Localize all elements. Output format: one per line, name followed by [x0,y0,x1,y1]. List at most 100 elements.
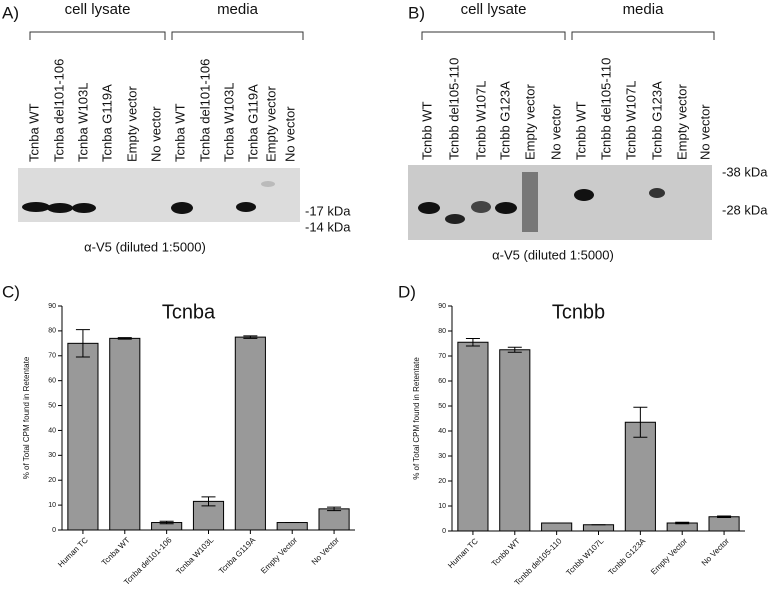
chart-title: Tcnbb [552,301,605,323]
y-tick-label: 0 [52,527,56,534]
band [471,201,491,213]
blot-b [408,165,712,240]
bar [582,524,615,532]
error-bar [159,520,174,525]
bar [318,508,350,531]
lane-label: Tcnbb W107L [473,81,488,161]
x-tick-label: Tcnbb WT [490,536,522,568]
lane-label: Tcnba del101-106 [197,59,212,162]
error-bar [465,338,480,347]
bar [109,337,141,531]
y-tick-label: 90 [438,303,446,310]
lane-label: Tcnbb del105-110 [446,58,461,160]
y-axis-label: % of Total CPM found in Retentate [22,356,31,479]
lane-label: Tcnbb WT [419,101,434,160]
group-label: media [217,1,259,18]
chart-title: Tcnba [162,301,216,323]
bar [67,342,99,531]
bracket [29,31,166,40]
bar [276,522,308,531]
error-bar [243,335,258,339]
marker-label: -28 kDa [722,202,768,217]
y-tick-label: 10 [438,503,446,510]
lane-label: Empty vector [522,83,537,160]
x-tick-label: Tcnbb W107L [564,536,605,577]
error-bar [327,506,342,512]
band [47,203,73,213]
y-axis-label: % of Total CPM found in Retentate [412,357,421,480]
x-tick-label: Tcnbb G123A [607,536,648,577]
band [236,202,256,212]
y-tick-label: 30 [48,452,56,459]
lane-label: Empty vector [674,83,689,160]
marker-label: -14 kDa [305,219,351,234]
x-tick-label: Tcnba G119A [217,535,258,576]
x-tick-label: No Vector [310,535,341,566]
lane-label: Tcnbb G123A [497,81,512,160]
group-label: media [623,1,665,18]
panel-label: C) [2,282,20,301]
band [418,202,440,214]
lane-label: No vector [697,104,712,160]
band [574,189,594,201]
marker-label: -38 kDa [722,164,768,179]
y-tick-label: 90 [48,303,56,310]
y-tick-label: 50 [438,403,446,410]
x-tick-label: Empty Vector [259,535,299,575]
blot-image [408,165,712,240]
bar [499,349,531,532]
y-tick-label: 70 [438,353,446,360]
error-bar [201,496,216,507]
bar [234,336,266,531]
y-tick-label: 30 [438,453,446,460]
y-tick-label: 50 [48,402,56,409]
panel-label: B) [408,3,425,22]
error-bar [633,406,648,438]
x-tick-label: Tcnba W103L [174,535,215,576]
lane-label: Tcnbb WT [573,101,588,160]
group-label: cell lysate [461,1,527,18]
bar [624,421,656,532]
bracket [171,31,304,40]
x-tick-label: No Vector [700,536,731,567]
lane-label: Tcnba WT [26,103,41,162]
lane-label: Tcnba WT [172,103,187,162]
x-tick-label: Empty Vector [649,536,689,576]
y-tick-label: 60 [438,378,446,385]
y-tick-label: 0 [442,528,446,535]
error-bar [675,521,690,525]
band [171,202,193,214]
y-tick-label: 40 [438,428,446,435]
bracket [571,31,715,40]
lane-label: Tcnbb W107L [623,81,638,161]
bracket [421,31,566,40]
lane-label: Empty vector [124,85,139,162]
group-label: cell lysate [65,1,131,18]
band [495,202,517,214]
caption: α-V5 (diluted 1:5000) [84,239,206,254]
bar [457,341,489,532]
band [22,202,50,212]
band [72,203,96,213]
lane-label: Tcnbb G123A [649,81,664,160]
y-tick-label: 20 [438,478,446,485]
y-tick-label: 70 [48,353,56,360]
lane-label: Tcnba G119A [99,84,114,162]
lane-label: Empty vector [263,85,278,162]
x-tick-label: Human TC [446,536,480,570]
band [445,214,465,224]
y-tick-label: 80 [48,328,56,335]
lane-label: Tcnba del101-106 [51,59,66,162]
bar [708,516,740,532]
y-tick-label: 10 [48,502,56,509]
blot-a [18,168,300,222]
y-tick-label: 60 [48,378,56,385]
band [649,188,665,198]
x-tick-label: Tcnba WT [100,535,132,567]
lane-label: No vector [148,106,163,162]
lane-label: Tcnba G119A [245,84,260,162]
caption: α-V5 (diluted 1:5000) [492,247,614,262]
y-tick-label: 20 [48,477,56,484]
